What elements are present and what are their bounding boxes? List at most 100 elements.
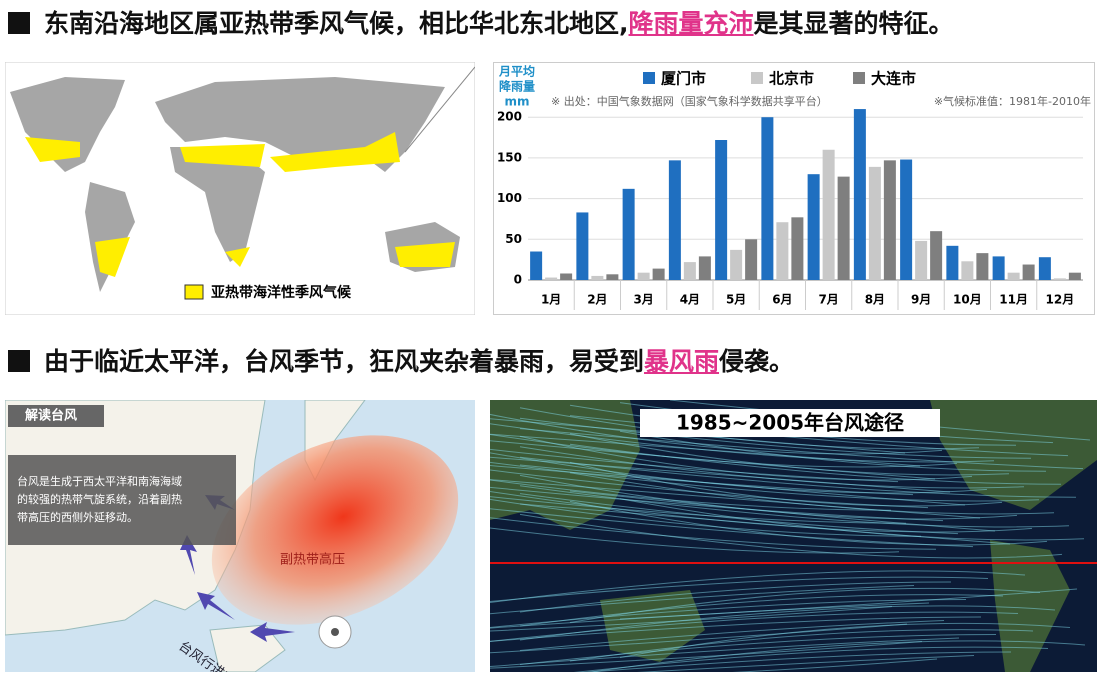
high-pressure — [211, 435, 459, 625]
track — [490, 440, 936, 480]
land — [209, 624, 286, 672]
y-tick-label: 0 — [514, 273, 522, 287]
y-tick-label: 150 — [497, 150, 522, 164]
track — [584, 651, 1012, 672]
y-axis-label: mm — [504, 95, 529, 109]
bar — [698, 256, 711, 280]
track — [519, 417, 1032, 459]
bar — [883, 160, 896, 280]
legend-swatch — [643, 72, 655, 84]
high-pressure-label: 副热带高压 — [280, 552, 345, 568]
monsoon-zones — [25, 132, 455, 277]
bar — [591, 275, 604, 280]
bar — [576, 212, 589, 280]
track — [490, 576, 989, 603]
x-tick-label: 9月 — [911, 293, 931, 307]
bar — [992, 256, 1005, 280]
track — [490, 464, 914, 496]
track — [490, 637, 960, 667]
bar — [1007, 272, 1020, 280]
track — [490, 479, 981, 519]
description-line: 台风是生成于西太平洋和南海海域 — [17, 474, 182, 488]
track — [573, 646, 1049, 672]
track — [490, 448, 899, 483]
legend-swatch — [853, 72, 865, 84]
bar — [1068, 272, 1081, 280]
tag: 解读台风 — [24, 408, 77, 424]
track — [490, 616, 982, 642]
x-tick-label: 11月 — [999, 293, 1028, 307]
legend-label: 厦门市 — [661, 70, 706, 88]
heading-highlight: 降雨量充沛 — [628, 9, 754, 38]
track — [490, 469, 929, 509]
track — [490, 498, 922, 537]
bar — [961, 261, 974, 280]
track — [569, 500, 1048, 546]
bar — [652, 268, 665, 280]
track — [519, 513, 1063, 559]
track — [619, 430, 1047, 472]
track — [519, 428, 1084, 470]
description: 台风是生成于西太平洋和南海海域的较强的热带气旋系统，沿着副热带高压的西侧外延移动… — [17, 474, 182, 524]
track — [569, 443, 1062, 485]
track — [490, 585, 915, 615]
track — [519, 605, 1056, 641]
bar — [976, 253, 989, 280]
bar — [545, 277, 558, 280]
bar — [683, 262, 696, 280]
x-tick-label: 8月 — [865, 293, 885, 307]
track — [519, 485, 1070, 528]
bar — [853, 109, 866, 280]
track — [587, 640, 1086, 672]
legend-swatch — [184, 284, 204, 300]
bar — [776, 222, 789, 280]
heading: 由于临近太平洋，台风季节，狂风夹杂着暴雨，易受到暴风雨侵袭。 — [8, 342, 794, 378]
bar — [1038, 257, 1051, 280]
bar — [668, 160, 681, 280]
description-box — [8, 455, 236, 545]
y-tick-label: 50 — [505, 232, 522, 246]
bar — [822, 149, 835, 280]
x-tick-label: 10月 — [953, 293, 982, 307]
y-axis-label: 月平均 — [498, 64, 535, 79]
track — [636, 655, 975, 672]
track — [519, 503, 1011, 545]
track — [490, 508, 974, 548]
bar — [606, 274, 619, 280]
x-tick-label: 5月 — [726, 293, 746, 307]
track — [490, 486, 944, 522]
bar — [930, 231, 943, 280]
track — [490, 570, 1026, 603]
legend-label: 北京市 — [769, 70, 814, 88]
bar — [791, 217, 804, 280]
typhoon-map: 副热带高压 台风行进方向 解读台风 台风是生成于西太平洋和南海海域的较强的热带气… — [5, 400, 475, 672]
legend-label: 大连市 — [871, 70, 916, 88]
bar — [622, 188, 635, 280]
bar — [560, 273, 573, 280]
bar — [868, 166, 881, 280]
heading-highlight: 暴风雨 — [644, 347, 720, 376]
tag-box — [8, 405, 104, 427]
legend-label: 亚热带海洋性季风气候 — [211, 284, 352, 301]
x-tick-label: 1月 — [541, 293, 561, 307]
track — [569, 490, 996, 532]
x-tick-label: 2月 — [587, 293, 607, 307]
track — [490, 641, 923, 669]
track — [490, 496, 907, 524]
track — [519, 634, 997, 665]
track — [490, 433, 921, 467]
source: ※ 出处：中国气象数据网（国家气象科学数据共享平台） — [551, 94, 828, 108]
track — [490, 517, 937, 550]
bar — [1053, 278, 1066, 280]
bar — [946, 245, 959, 280]
track — [490, 606, 893, 632]
bar — [745, 239, 758, 280]
track — [490, 456, 951, 493]
bar — [761, 117, 774, 280]
y-axis-label: 降雨量 — [499, 79, 535, 94]
track — [732, 658, 938, 672]
x-tick-label: 7月 — [818, 293, 838, 307]
bar — [900, 159, 913, 280]
bar — [837, 176, 850, 280]
